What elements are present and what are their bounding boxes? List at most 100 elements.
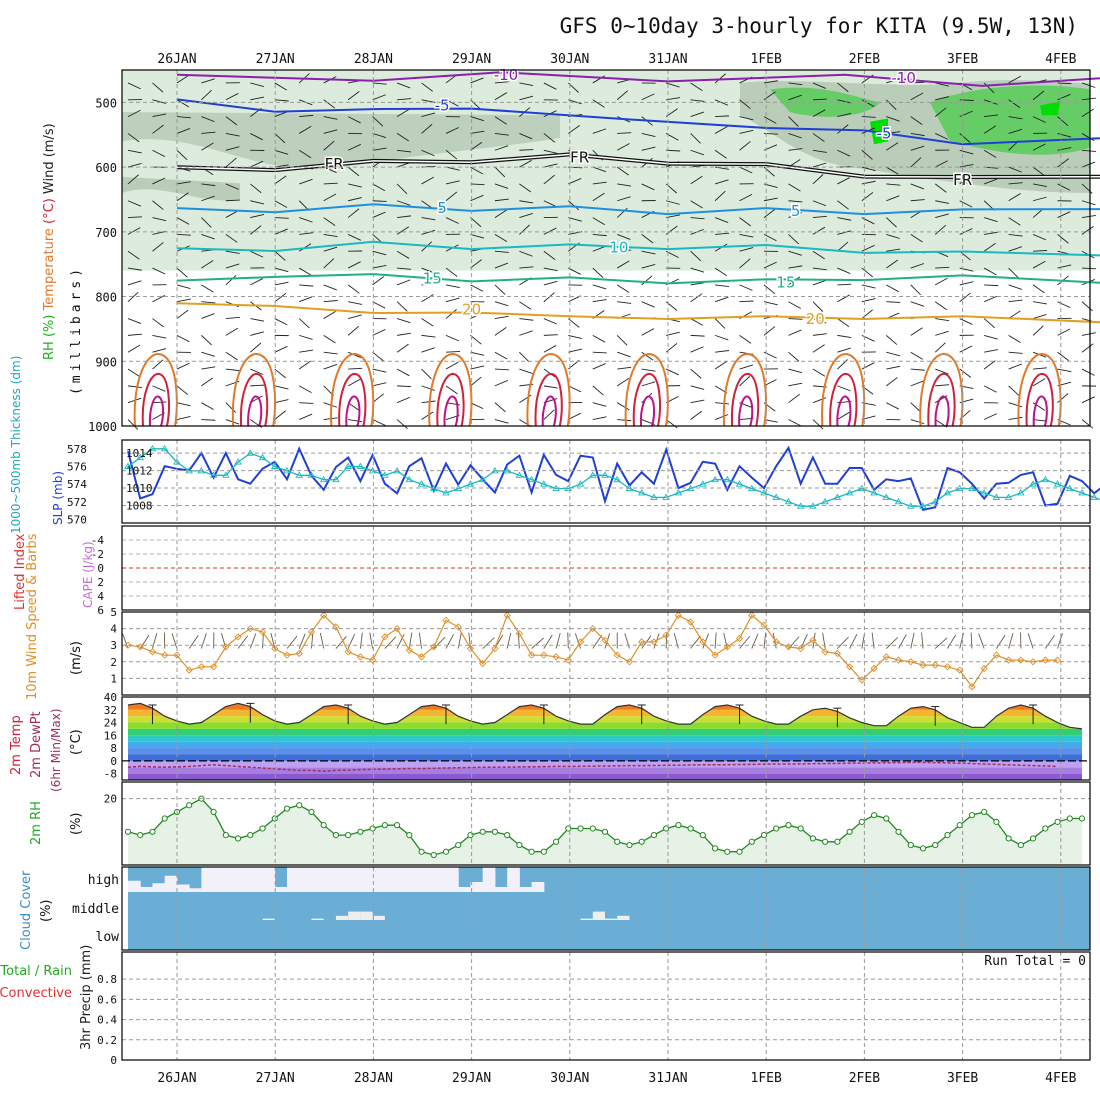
wind-barb bbox=[739, 129, 754, 134]
wind-barb bbox=[1057, 211, 1071, 218]
wind-barb bbox=[641, 301, 655, 308]
wind-barb bbox=[1008, 116, 1023, 120]
wind-barb bbox=[127, 385, 142, 389]
wind-barb bbox=[983, 178, 998, 185]
wind-barb bbox=[372, 301, 386, 309]
wind-barb bbox=[445, 267, 458, 277]
wind-barb bbox=[445, 309, 457, 319]
wind-barb bbox=[421, 267, 435, 274]
wind-barb bbox=[617, 132, 632, 134]
wind-barb bbox=[763, 197, 778, 202]
wind-barb bbox=[812, 109, 826, 117]
wind-barb bbox=[935, 82, 949, 87]
wind-barb bbox=[152, 200, 164, 210]
date-label-bottom: 27JAN bbox=[256, 1071, 295, 1086]
cloud-middle-bar bbox=[580, 918, 593, 920]
wind-speed-marker bbox=[943, 663, 952, 671]
stability-frame bbox=[121, 525, 1091, 611]
stability-ytick-label: -2 bbox=[91, 548, 104, 561]
wind-barb bbox=[201, 233, 215, 240]
wind-barb bbox=[225, 210, 239, 218]
wind-barb bbox=[396, 396, 411, 404]
precip-ytick-label: 0.4 bbox=[97, 1014, 117, 1027]
wind-barb bbox=[861, 334, 875, 342]
wind-barb bbox=[323, 166, 337, 173]
wind-barb bbox=[250, 96, 265, 101]
wind-barb-10m bbox=[1008, 633, 1014, 649]
wind-barb bbox=[837, 283, 852, 286]
wind-barb bbox=[299, 178, 313, 185]
wind-barb bbox=[176, 181, 191, 185]
wind-barb bbox=[445, 180, 460, 185]
wind-barb bbox=[396, 343, 409, 353]
wind-barb bbox=[201, 313, 215, 319]
wind-barb bbox=[837, 334, 852, 339]
cloud-high-clear bbox=[189, 888, 202, 892]
wind-barb bbox=[396, 419, 408, 430]
wind-barb bbox=[519, 318, 534, 321]
wind-barb bbox=[1057, 393, 1069, 404]
wind-barb bbox=[616, 377, 630, 387]
wind-barb bbox=[470, 402, 484, 410]
wind-barb bbox=[641, 351, 654, 361]
cloud-middle-bar bbox=[335, 915, 349, 920]
wind-barb bbox=[861, 244, 875, 252]
rh-marker bbox=[577, 825, 584, 832]
wind-barb bbox=[788, 116, 799, 127]
wind-barb bbox=[1081, 267, 1097, 270]
wind-barb bbox=[910, 301, 925, 307]
cloud-middle-bar bbox=[592, 911, 605, 920]
wind-barb bbox=[347, 90, 360, 101]
wind-barb bbox=[1057, 328, 1071, 336]
wind-barb bbox=[934, 224, 947, 235]
wind-barb bbox=[1057, 368, 1072, 373]
wind-barb-10m bbox=[885, 637, 899, 649]
wind-barb bbox=[641, 183, 655, 191]
cloud-layer-label: high bbox=[88, 873, 119, 888]
wind-barb-10m bbox=[723, 632, 728, 649]
wind-barb bbox=[225, 316, 240, 320]
wind-barb bbox=[1008, 267, 1019, 279]
wind-barb bbox=[299, 114, 314, 118]
wind-barb bbox=[470, 194, 484, 202]
temp-ytick-label: 8 bbox=[110, 742, 117, 755]
wind-barb bbox=[543, 334, 558, 336]
slp-ytick-label: 1012 bbox=[126, 465, 153, 478]
wind-barb-10m bbox=[673, 632, 679, 649]
wind-barb bbox=[176, 267, 188, 278]
wind-speed-marker bbox=[540, 651, 548, 659]
wind-barb bbox=[299, 334, 313, 340]
cloud-high-clear bbox=[433, 867, 447, 892]
wind-barb bbox=[152, 267, 166, 275]
wind-speed-marker bbox=[968, 683, 976, 691]
wind-barb bbox=[959, 292, 971, 303]
wind-barb bbox=[935, 160, 948, 168]
wind-barb-10m bbox=[319, 632, 325, 649]
wind-barb bbox=[837, 177, 851, 185]
thickness-marker bbox=[1029, 480, 1037, 487]
wind-speed-marker bbox=[491, 644, 499, 653]
rh-marker bbox=[381, 822, 388, 829]
wind-barb bbox=[959, 250, 971, 261]
wind-barb bbox=[788, 234, 800, 245]
wind-barb bbox=[519, 224, 530, 235]
temp-band bbox=[128, 735, 1082, 742]
thickness-marker bbox=[735, 480, 744, 487]
wind-barb bbox=[494, 402, 506, 413]
wind-barb bbox=[470, 99, 482, 110]
wind-barb bbox=[984, 284, 999, 287]
wind-barb bbox=[592, 233, 607, 237]
wind-barb bbox=[152, 149, 166, 158]
wind-barb bbox=[983, 295, 998, 303]
wind-barb-10m bbox=[286, 635, 298, 649]
wind-ytick-label: 1 bbox=[110, 672, 117, 685]
wind-barb bbox=[641, 328, 655, 336]
wind-barb bbox=[372, 351, 384, 362]
isotherm-25-loop bbox=[919, 353, 964, 427]
upper-ylabel-part: RH (%) bbox=[42, 315, 57, 360]
wind-barb bbox=[323, 140, 335, 151]
wind-barb bbox=[494, 116, 507, 125]
wind-barb bbox=[812, 200, 827, 207]
wind-barb bbox=[959, 281, 974, 286]
wind-barb bbox=[1057, 351, 1069, 361]
